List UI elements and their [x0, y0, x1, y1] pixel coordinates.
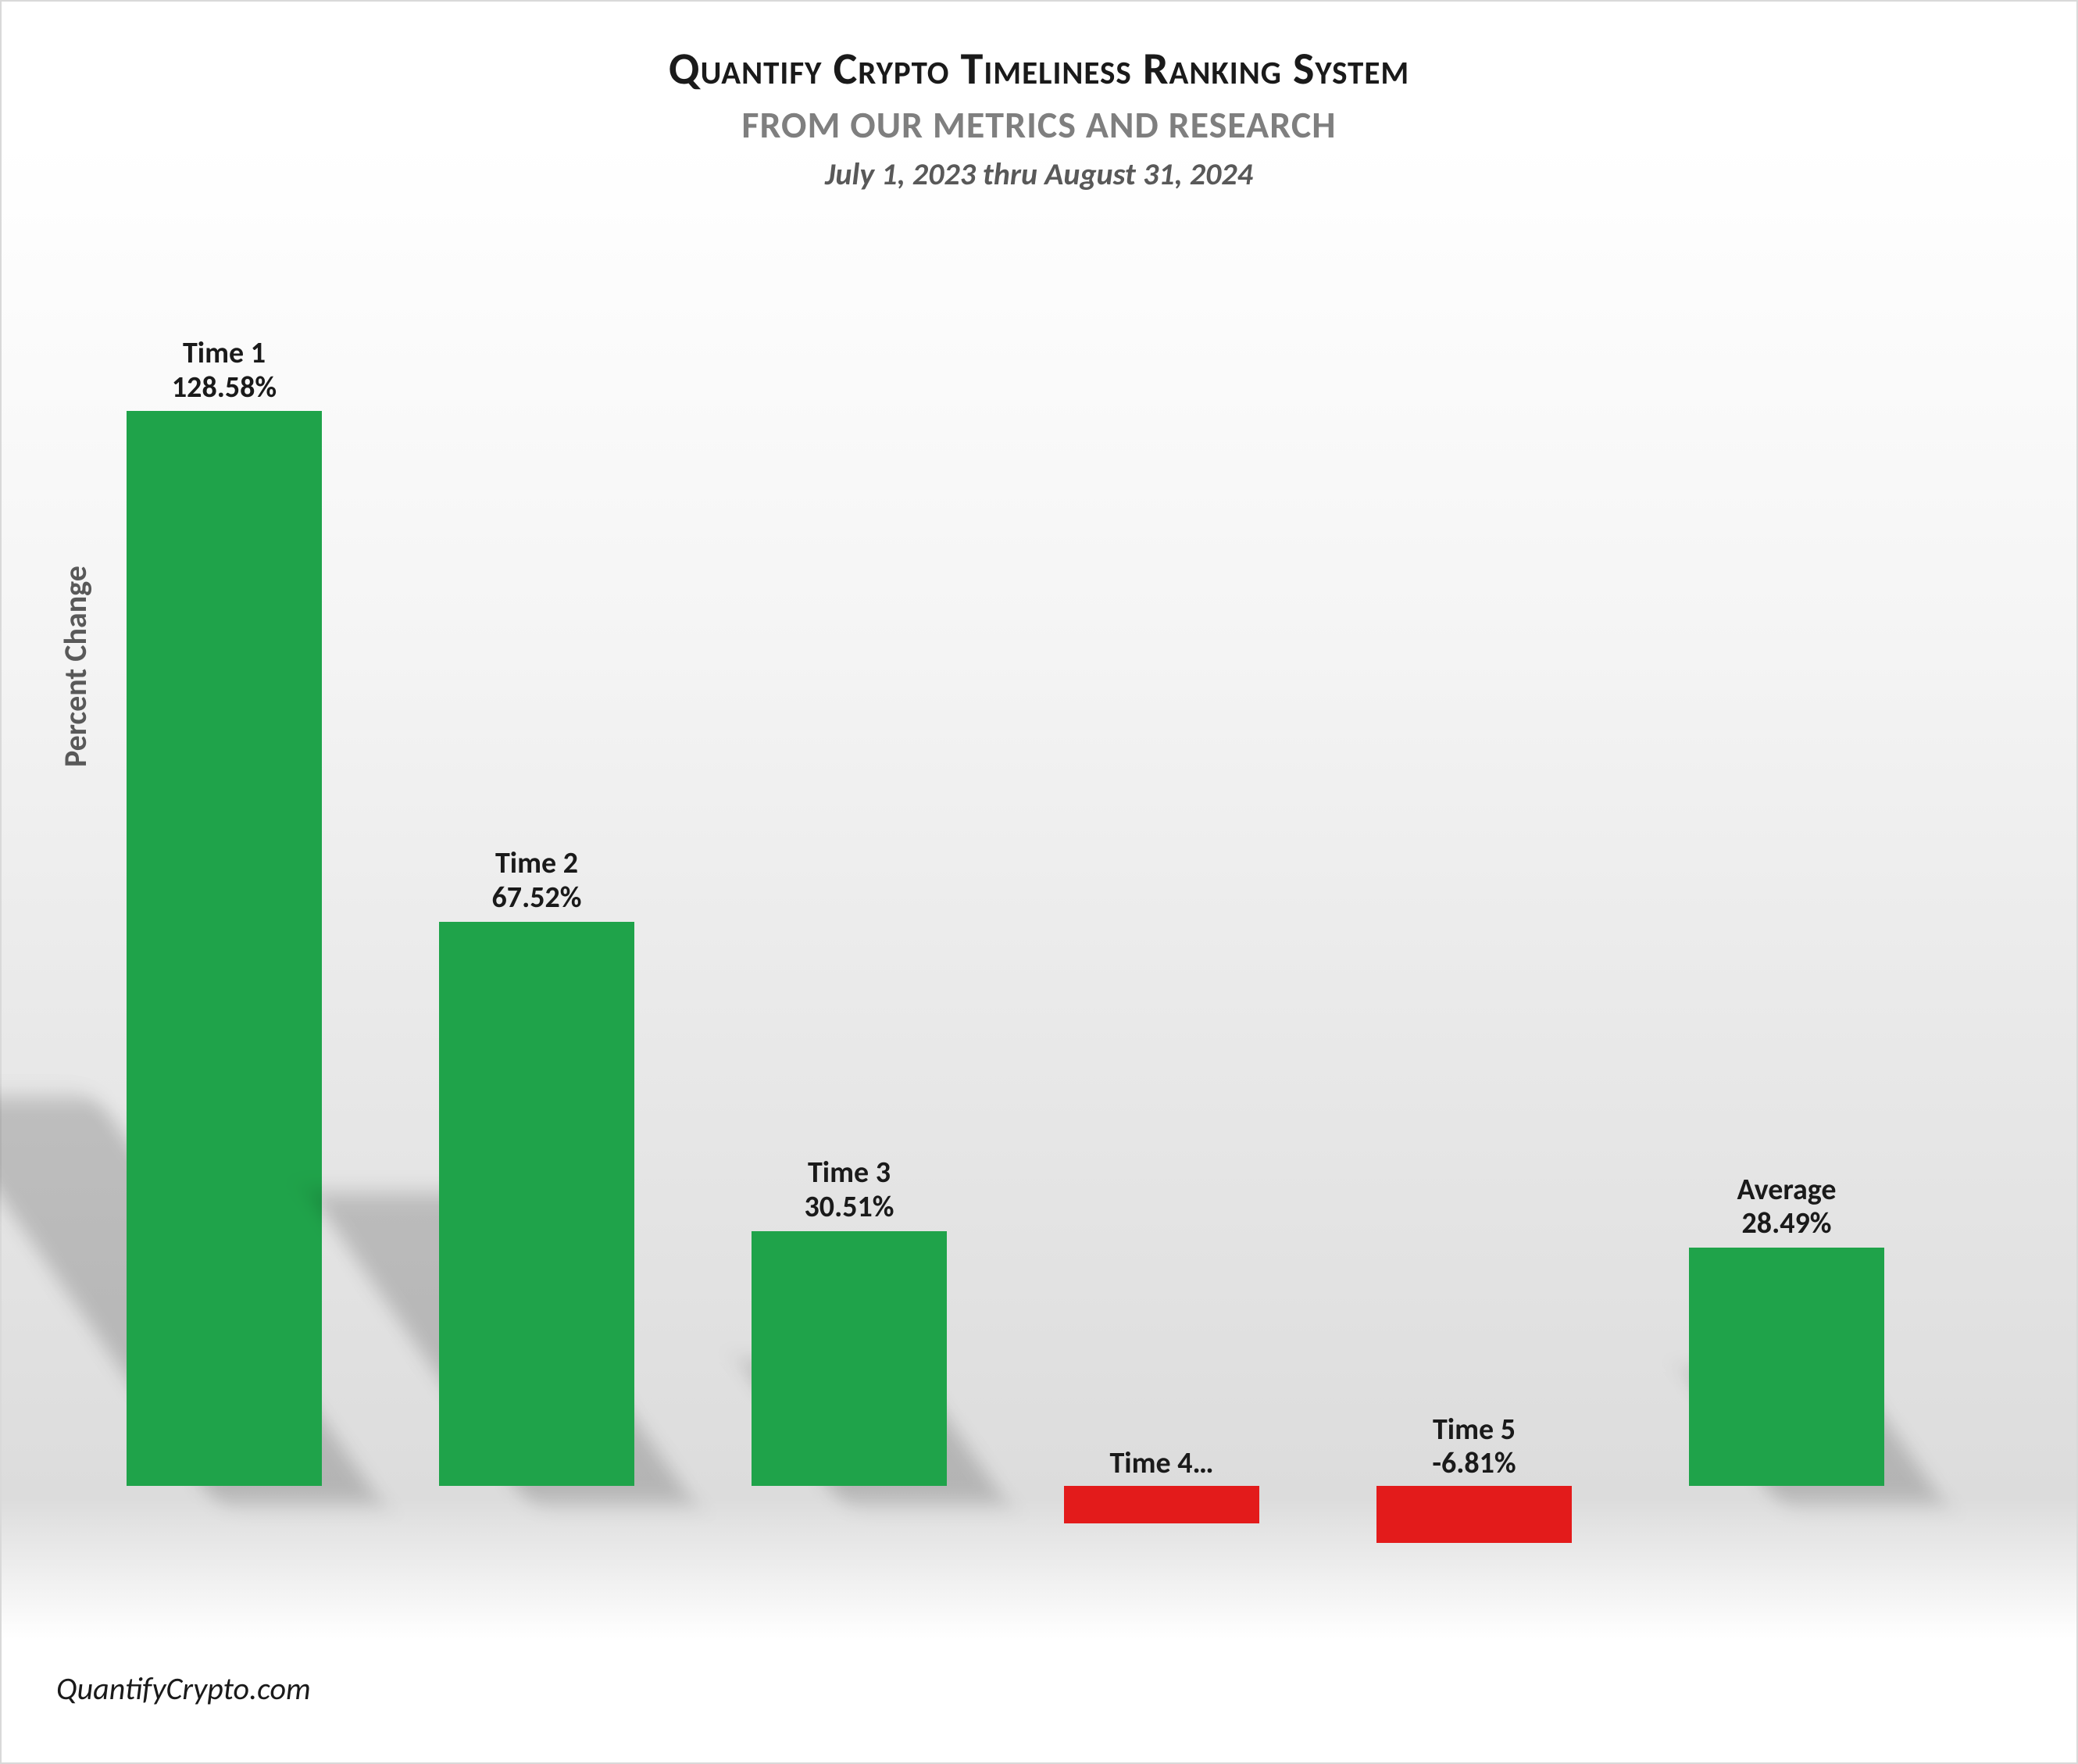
bar-label: Average28.49%	[1662, 1173, 1912, 1241]
bar-category: Time 4…	[1109, 1445, 1213, 1481]
bar-category: Average	[1737, 1172, 1836, 1208]
bar-label: Time 5-6.81%	[1349, 1413, 1599, 1481]
chart-footer: QuantifyCrypto.com	[56, 1669, 311, 1708]
bar-category: Time 2	[495, 845, 578, 881]
bar	[1689, 1248, 1884, 1486]
bar-value: 30.51%	[805, 1189, 894, 1225]
y-axis-label: Percent Change	[56, 566, 95, 767]
chart-container: Quantify Crypto Timeliness Ranking Syste…	[0, 0, 2078, 1764]
bar	[439, 922, 634, 1486]
chart-subtitle-2: July 1, 2023 thru August 31, 2024	[2, 155, 2076, 193]
bar-value: 128.58%	[172, 370, 277, 405]
bar-label: Time 4…	[1037, 1447, 1287, 1481]
bar-category: Time 3	[808, 1155, 891, 1191]
bar-category: Time 5	[1433, 1412, 1516, 1448]
bar-category: Time 1	[183, 335, 266, 371]
bar-label: Time 1128.58%	[99, 337, 349, 405]
bar-value: 67.52%	[492, 880, 582, 916]
bar-value: -6.81%	[1432, 1445, 1516, 1481]
bar-label: Time 267.52%	[412, 847, 662, 915]
bar-label: Time 330.51%	[724, 1156, 974, 1224]
bar	[1376, 1486, 1572, 1543]
bar-value: 28.49%	[1742, 1205, 1832, 1241]
bar	[1064, 1486, 1259, 1523]
chart-subtitle-1: FROM OUR METRICS AND RESEARCH	[2, 102, 2076, 148]
bar	[127, 411, 322, 1486]
bar	[752, 1231, 947, 1486]
plot-area: Time 1128.58%Time 267.52%Time 330.51%Tim…	[127, 259, 2017, 1587]
chart-title: Quantify Crypto Timeliness Ranking Syste…	[2, 41, 2076, 96]
